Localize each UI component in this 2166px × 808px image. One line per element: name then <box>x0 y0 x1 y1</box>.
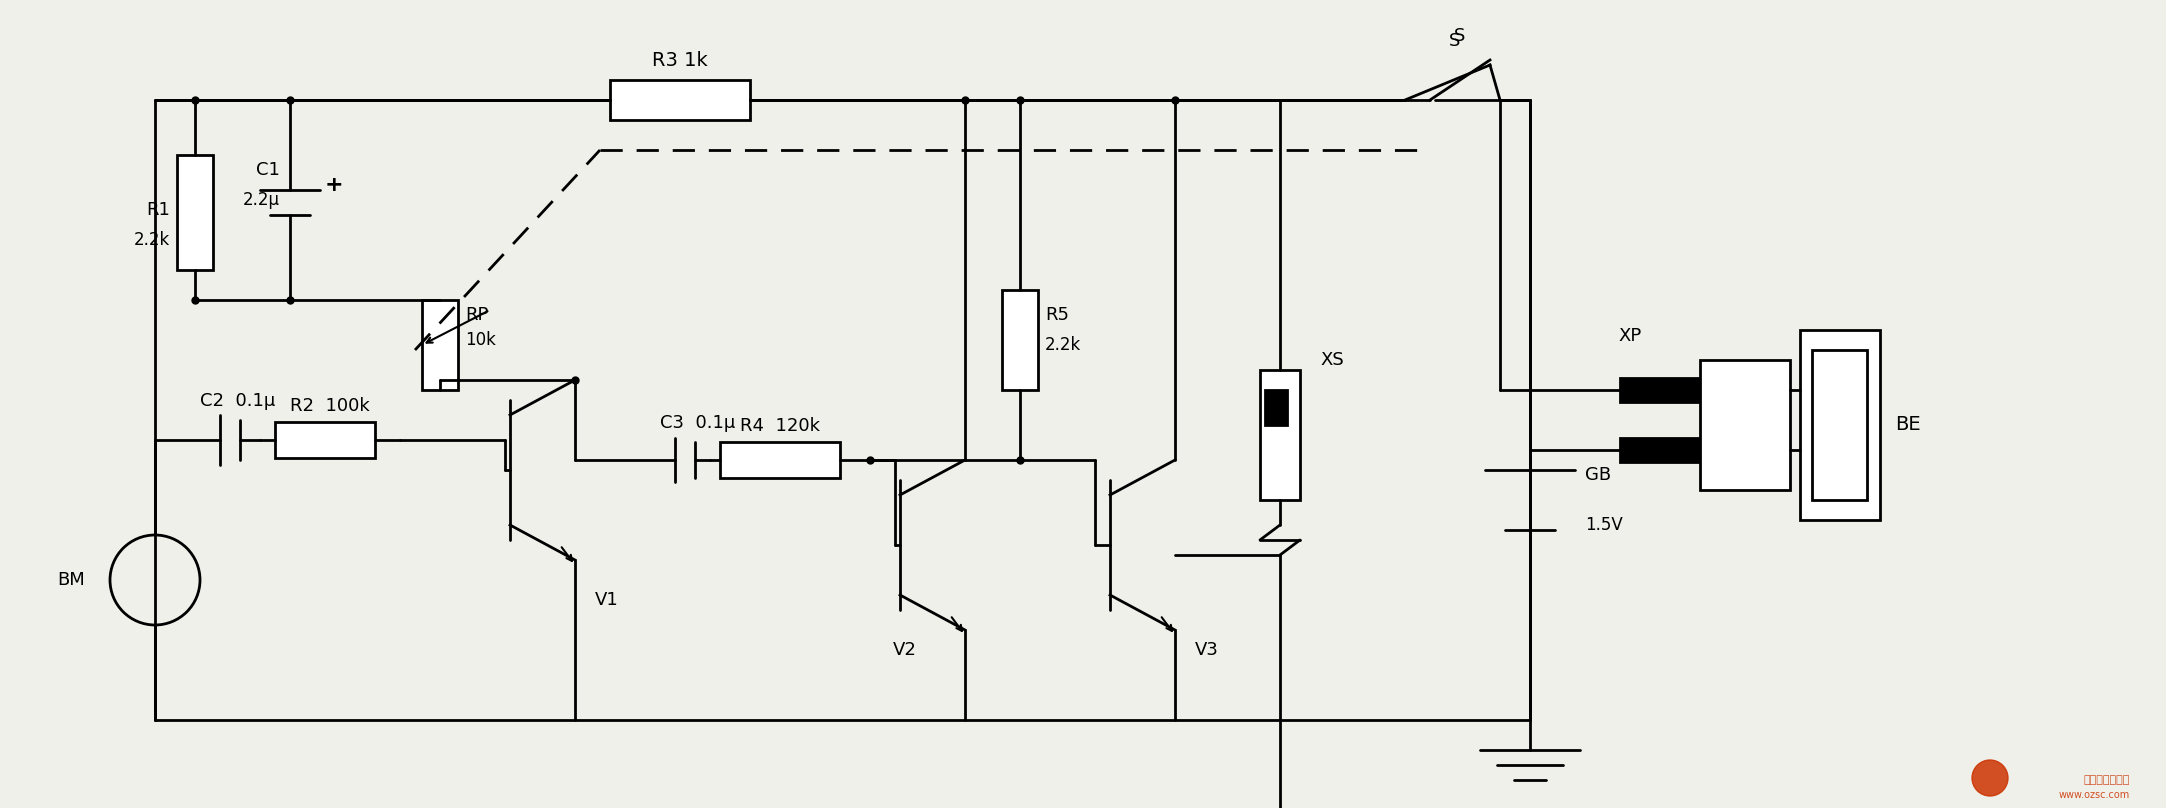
Bar <box>178 155 212 270</box>
Text: S: S <box>1449 32 1460 50</box>
Text: 2.2μ: 2.2μ <box>243 191 279 209</box>
Bar <box>1620 438 1700 462</box>
Text: RP: RP <box>466 306 487 324</box>
Bar <box>422 300 457 390</box>
Text: 2.2k: 2.2k <box>1044 336 1081 354</box>
Text: 维库电子市场网: 维库电子市场网 <box>2084 775 2129 785</box>
Text: S: S <box>1453 27 1466 45</box>
Text: R3 1k: R3 1k <box>652 51 708 70</box>
Bar <box>1261 370 1300 500</box>
Text: +: + <box>325 175 344 195</box>
Text: C3  0.1μ: C3 0.1μ <box>661 414 734 432</box>
Bar <box>1700 360 1789 490</box>
Text: R4  120k: R4 120k <box>741 417 821 435</box>
Bar <box>719 442 840 478</box>
Bar <box>1265 390 1287 425</box>
Text: BE: BE <box>1895 415 1921 435</box>
Text: BM: BM <box>56 571 84 589</box>
Text: C2  0.1μ: C2 0.1μ <box>199 392 275 410</box>
Circle shape <box>1971 760 2008 796</box>
Text: C1: C1 <box>256 161 279 179</box>
Text: V3: V3 <box>1196 641 1219 659</box>
Text: R5: R5 <box>1044 306 1070 324</box>
Bar <box>1003 290 1038 390</box>
Bar <box>1620 378 1700 402</box>
Text: www.ozsc.com: www.ozsc.com <box>2058 790 2129 800</box>
Text: 1.5V: 1.5V <box>1586 516 1622 534</box>
Bar <box>1813 350 1867 500</box>
Text: XP: XP <box>1618 327 1642 345</box>
Text: 2.2k: 2.2k <box>134 231 169 249</box>
Text: XS: XS <box>1319 351 1343 369</box>
Text: R1: R1 <box>145 201 169 219</box>
Bar <box>1800 330 1880 520</box>
Text: V2: V2 <box>892 641 916 659</box>
Text: GB: GB <box>1586 466 1612 484</box>
Text: 10k: 10k <box>466 331 496 349</box>
Text: R2  100k: R2 100k <box>290 397 370 415</box>
Bar <box>611 80 749 120</box>
Bar <box>275 422 375 458</box>
Text: V1: V1 <box>596 591 619 609</box>
